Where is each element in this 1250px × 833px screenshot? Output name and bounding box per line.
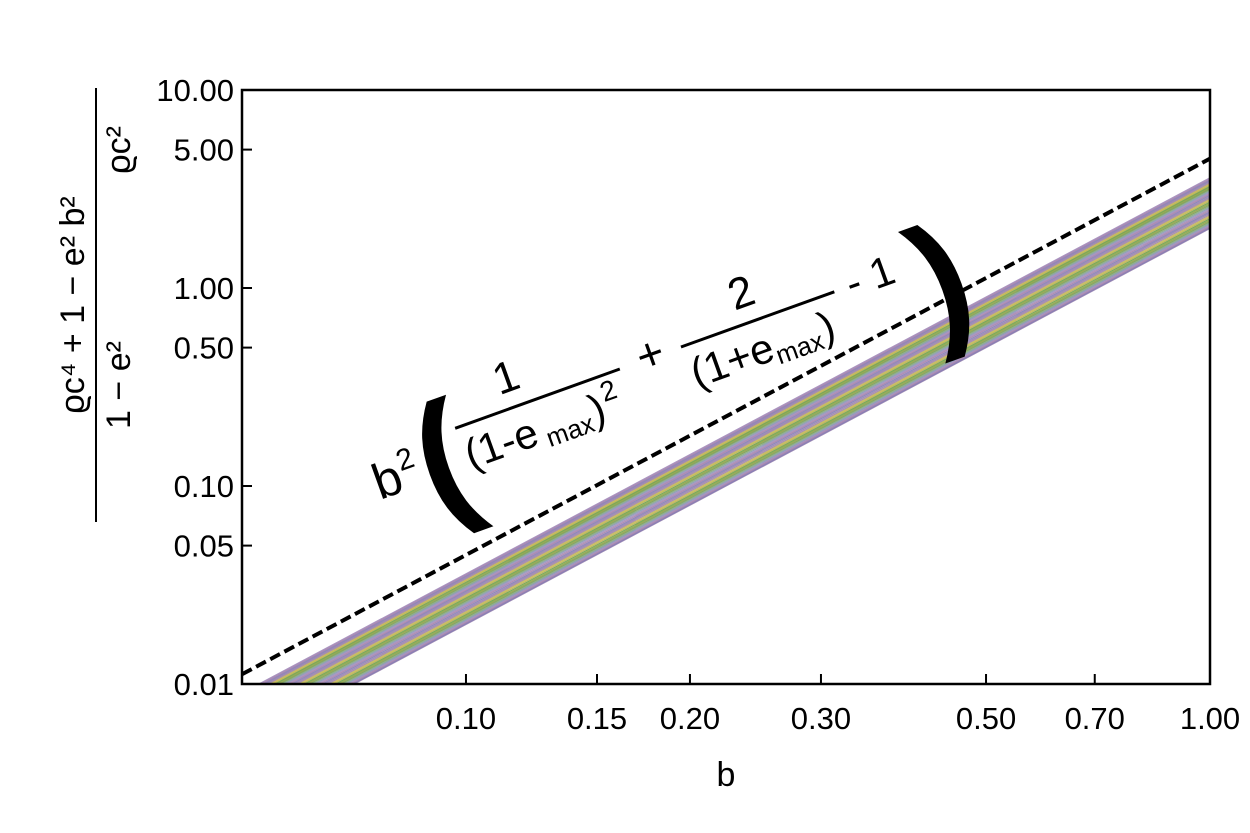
y-tick-label: 0.01 bbox=[174, 667, 234, 702]
y-tick-label: 5.00 bbox=[174, 133, 234, 168]
curve-40 bbox=[257, 177, 1210, 684]
y-tick-label: 0.10 bbox=[174, 469, 234, 504]
x-tick-label: 0.50 bbox=[956, 701, 1016, 736]
curve-31 bbox=[278, 188, 1210, 684]
y-title-denominator: 1 − e² bbox=[100, 341, 138, 429]
curve-7 bbox=[339, 220, 1210, 684]
curve-24 bbox=[295, 197, 1210, 684]
curve-27 bbox=[287, 193, 1210, 684]
curve-36 bbox=[266, 182, 1210, 684]
x-tick-label: 0.20 bbox=[660, 701, 720, 736]
curve-5 bbox=[344, 223, 1210, 684]
curve-21 bbox=[303, 201, 1210, 684]
y-tick-label: 0.05 bbox=[174, 529, 234, 564]
curve-8 bbox=[336, 219, 1210, 684]
curve-33 bbox=[273, 185, 1210, 684]
curve-23 bbox=[297, 198, 1210, 684]
plot-frame bbox=[240, 88, 1212, 686]
y-axis-title: ϱc⁴ + 1 − e² b² 1 − e² ϱc² bbox=[54, 88, 138, 522]
curve-37 bbox=[264, 180, 1210, 684]
curve-30 bbox=[280, 189, 1210, 684]
curve-35 bbox=[268, 183, 1210, 684]
y-tick-label: 0.50 bbox=[174, 331, 234, 366]
curve-28 bbox=[285, 192, 1210, 684]
upper-bound-curve bbox=[242, 156, 1210, 677]
formula-minus-one: - 1 bbox=[839, 246, 901, 307]
curve-11 bbox=[329, 215, 1210, 684]
curve-39 bbox=[259, 178, 1210, 684]
x-tick-label: 0.15 bbox=[567, 701, 627, 736]
formula-frac1-den-open: (1-e bbox=[458, 408, 544, 478]
curve-2 bbox=[351, 226, 1210, 684]
formula-frac1-den-sub: max bbox=[542, 408, 598, 453]
curve-6 bbox=[341, 222, 1210, 684]
formula-plus: + bbox=[628, 325, 671, 383]
curve-1 bbox=[352, 227, 1210, 684]
curve-19 bbox=[308, 204, 1210, 684]
curve-34 bbox=[271, 184, 1210, 684]
curve-9 bbox=[334, 218, 1210, 684]
y-axis: 0.01 0.05 0.10 0.50 1.00 5.00 10.00 bbox=[156, 73, 252, 702]
x-axis-title: b bbox=[717, 756, 736, 794]
formula-frac2-den-sub: max bbox=[772, 325, 828, 370]
curve-25 bbox=[292, 196, 1210, 684]
curve-18 bbox=[310, 205, 1210, 684]
formula-frac2-numerator: 2 bbox=[721, 266, 761, 320]
curve-17 bbox=[313, 206, 1210, 684]
curve-15 bbox=[318, 209, 1210, 684]
formula-right-paren: ) bbox=[889, 189, 993, 364]
curve-family bbox=[257, 177, 1210, 684]
formula-frac2-line bbox=[680, 290, 835, 349]
curve-4 bbox=[346, 224, 1210, 684]
x-axis: 0.10 0.15 0.20 0.30 0.50 0.70 1.00 bbox=[436, 674, 1240, 736]
x-tick-label: 0.30 bbox=[791, 701, 851, 736]
x-tick-label: 1.00 bbox=[1180, 701, 1240, 736]
curve-38 bbox=[262, 179, 1210, 684]
curve-26 bbox=[290, 194, 1210, 684]
curve-16 bbox=[316, 208, 1210, 684]
curve-14 bbox=[321, 211, 1210, 684]
x-tick-label: 0.10 bbox=[436, 701, 496, 736]
y-tick-label: 1.00 bbox=[174, 271, 234, 306]
x-tick-label: 0.70 bbox=[1065, 701, 1125, 736]
curve-29 bbox=[283, 190, 1210, 684]
y-title-numerator: ϱc⁴ + 1 − e² b² bbox=[54, 196, 92, 413]
upper-bound-line bbox=[242, 156, 1210, 677]
formula-frac1-numerator: 1 bbox=[486, 350, 526, 404]
curve-32 bbox=[275, 187, 1210, 684]
formula-frac1-line bbox=[454, 367, 621, 430]
formula-frac2-den-open: (1+e bbox=[684, 323, 780, 396]
curve-22 bbox=[300, 200, 1210, 684]
curve-3 bbox=[348, 225, 1210, 684]
curve-12 bbox=[326, 213, 1210, 684]
y-tick-label: 10.00 bbox=[156, 73, 234, 108]
curve-10 bbox=[331, 216, 1210, 684]
curve-13 bbox=[323, 212, 1210, 684]
curve-20 bbox=[305, 202, 1210, 684]
y-title-rho-squared: ϱc² bbox=[100, 126, 138, 174]
